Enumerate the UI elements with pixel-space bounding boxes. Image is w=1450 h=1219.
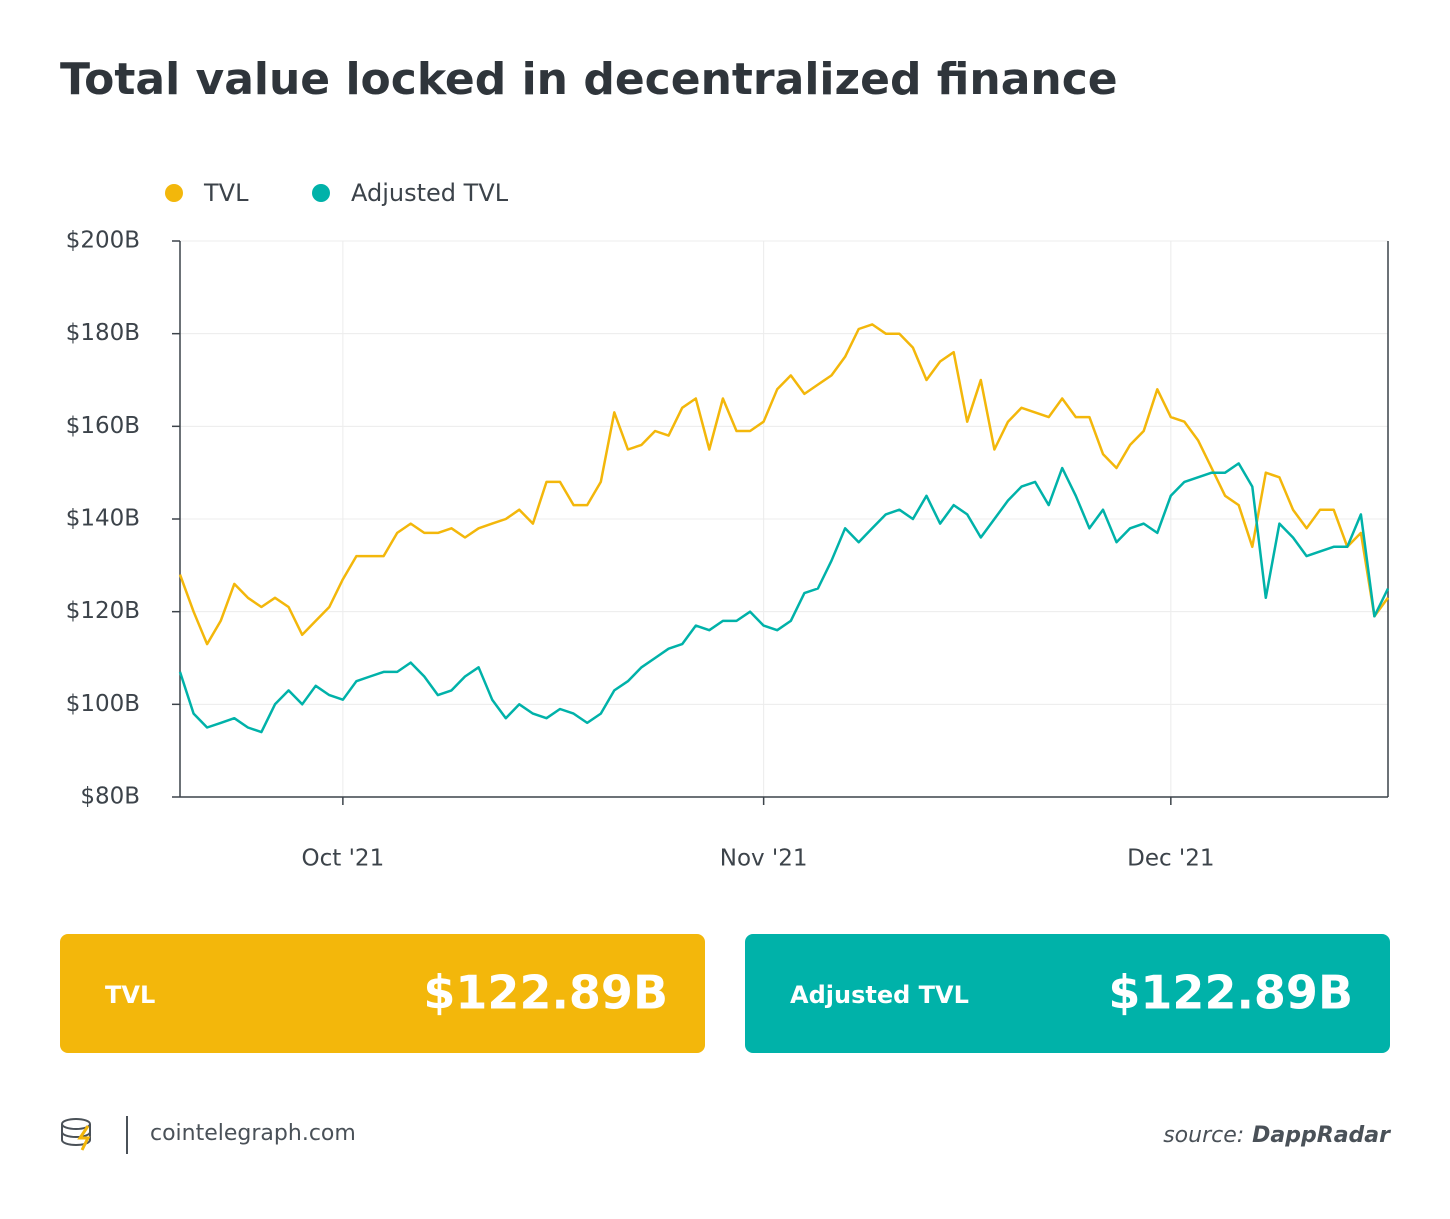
x-tick-label: Dec '21	[1127, 846, 1214, 872]
source-label: source:	[1163, 1123, 1244, 1148]
legend-label: Adjusted TVL	[351, 179, 509, 207]
y-tick-label: $200B	[66, 228, 140, 254]
card-label: TVL	[105, 981, 155, 1009]
chart-title: Total value locked in decentralized fina…	[60, 54, 1118, 105]
series-line	[178, 462, 1390, 734]
series-line	[178, 323, 1390, 646]
card-label: Adjusted TVL	[790, 981, 969, 1009]
y-tick-label: $140B	[66, 506, 140, 532]
legend-swatch	[312, 184, 330, 202]
card-value: $122.89B	[423, 966, 668, 1020]
legend-label: TVL	[203, 179, 249, 207]
card-value: $122.89B	[1108, 966, 1353, 1020]
footer-site: cointelegraph.com	[150, 1121, 356, 1146]
source-name: DappRadar	[1252, 1123, 1391, 1148]
footer-source: source: DappRadar	[1163, 1123, 1391, 1148]
y-tick-label: $160B	[66, 413, 140, 439]
logo	[61, 1118, 91, 1151]
card	[745, 934, 1390, 1053]
card	[60, 934, 705, 1053]
legend-swatch	[165, 184, 183, 202]
x-tick-label: Oct '21	[302, 846, 385, 872]
y-tick-label: $120B	[66, 598, 140, 624]
y-tick-label: $100B	[66, 691, 140, 717]
y-tick-label: $180B	[66, 320, 140, 346]
y-tick-label: $80B	[80, 784, 140, 810]
x-tick-label: Nov '21	[720, 846, 808, 872]
